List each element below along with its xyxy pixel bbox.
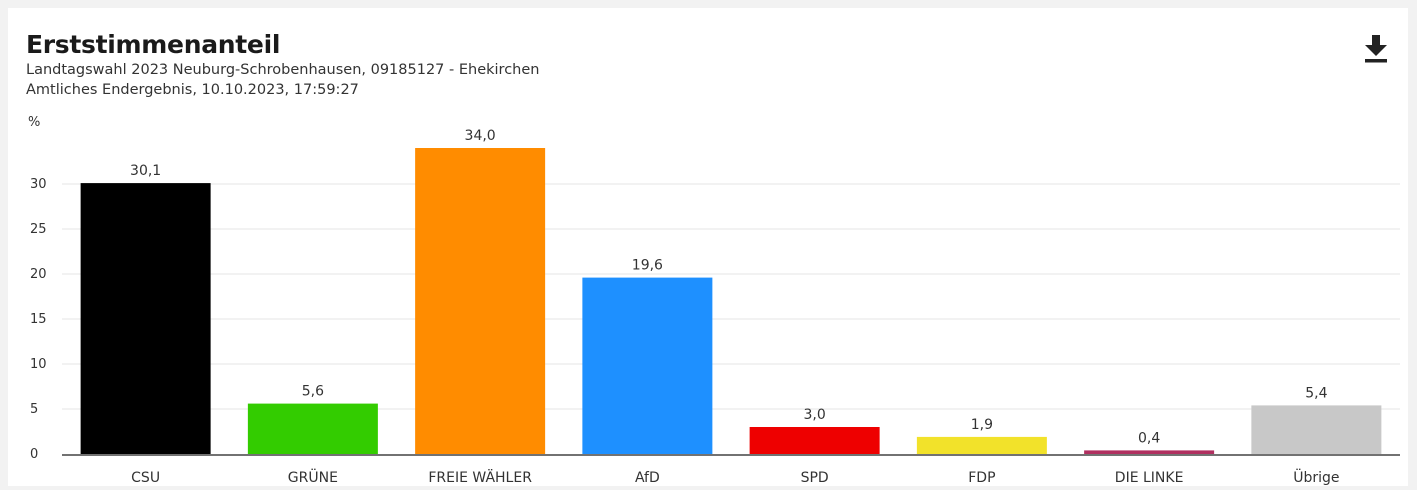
data-label: 19,6 xyxy=(632,258,663,274)
data-label: 5,6 xyxy=(302,384,324,400)
bar-freie-wähler xyxy=(415,148,546,454)
y-axis-unit-label: % xyxy=(28,115,40,130)
data-label: 30,1 xyxy=(130,163,161,179)
x-tick-label: CSU xyxy=(131,470,160,486)
y-tick-label: 5 xyxy=(30,402,38,417)
bar-csu xyxy=(80,183,211,454)
y-tick-label: 0 xyxy=(30,447,38,462)
y-tick-label: 25 xyxy=(30,222,47,237)
y-tick-label: 10 xyxy=(30,357,47,372)
x-tick-label: AfD xyxy=(635,470,660,486)
x-tick-label: DIE LINKE xyxy=(1115,470,1184,486)
chart-subtitle-election: Landtagswahl 2023 Neuburg-Schrobenhausen… xyxy=(26,62,540,78)
bar-chart: % 0 5 10 15 20 25 30 30,1 CSU 5,6 GRÜNE 34,0 FREIE WÄ… xyxy=(28,115,1400,486)
x-tick-label: FREIE WÄHLER xyxy=(428,468,532,486)
y-tick-label: 20 xyxy=(30,267,47,282)
bar-grüne xyxy=(247,403,378,454)
data-label: 34,0 xyxy=(465,128,496,144)
bar-afd xyxy=(582,277,713,454)
download-icon-graphic xyxy=(1365,35,1387,63)
chart-card: Erststimmenanteil Landtagswahl 2023 Neub… xyxy=(8,8,1408,486)
x-tick-label: SPD xyxy=(801,470,829,486)
chart-subtitle-result-status: Amtliches Endergebnis, 10.10.2023, 17:59… xyxy=(26,82,359,98)
y-tick-label: 30 xyxy=(30,177,47,192)
bar-fdp xyxy=(916,436,1047,454)
bar-übrige xyxy=(1251,405,1382,454)
data-label: 5,4 xyxy=(1305,385,1327,401)
chart-title: Erststimmenanteil xyxy=(26,30,281,59)
x-tick-label: FDP xyxy=(968,470,995,486)
data-label: 3,0 xyxy=(803,407,825,423)
bar-die-linke xyxy=(1084,450,1215,454)
data-label: 1,9 xyxy=(971,417,993,433)
bar-spd xyxy=(749,427,880,454)
download-icon[interactable] xyxy=(1362,32,1390,66)
data-label: 0,4 xyxy=(1138,430,1160,446)
x-tick-label: GRÜNE xyxy=(288,468,338,486)
x-tick-label: Übrige xyxy=(1293,468,1339,486)
y-tick-label: 15 xyxy=(30,312,47,327)
